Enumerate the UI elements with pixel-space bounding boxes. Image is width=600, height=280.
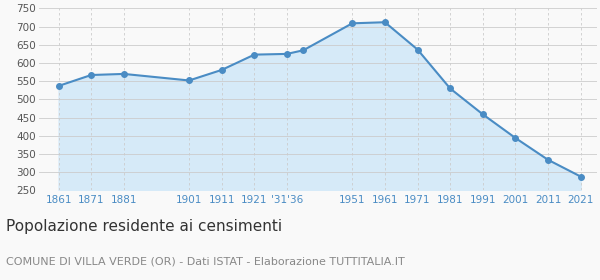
Text: COMUNE DI VILLA VERDE (OR) - Dati ISTAT - Elaborazione TUTTITALIA.IT: COMUNE DI VILLA VERDE (OR) - Dati ISTAT … — [6, 256, 405, 267]
Text: Popolazione residente ai censimenti: Popolazione residente ai censimenti — [6, 219, 282, 234]
